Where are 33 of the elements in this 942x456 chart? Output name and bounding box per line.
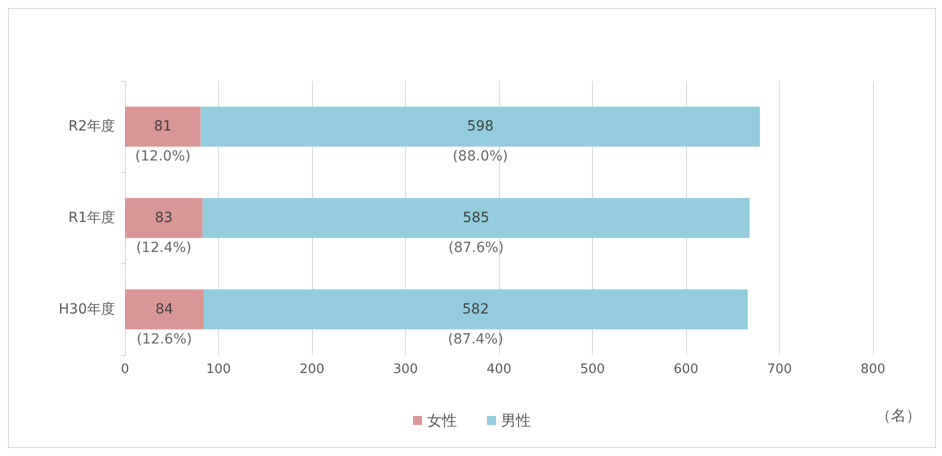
x-tick-label: 700 bbox=[767, 362, 792, 377]
legend-label: 女性 bbox=[427, 412, 457, 430]
data-label: 83 bbox=[154, 210, 173, 226]
annotation: (12.0%) bbox=[135, 148, 191, 165]
bar bbox=[125, 106, 201, 147]
y-tick-label: H30年度 bbox=[58, 301, 115, 318]
bar bbox=[125, 198, 203, 238]
bar bbox=[202, 198, 750, 238]
data-label: 582 bbox=[462, 301, 489, 318]
bar bbox=[200, 106, 760, 147]
x-tick-label: 400 bbox=[486, 362, 512, 377]
x-tick-label: 200 bbox=[300, 362, 324, 377]
legend-label: 男性 bbox=[501, 412, 531, 430]
annotation: (87.4%) bbox=[448, 331, 504, 348]
x-tick-label: 100 bbox=[206, 362, 231, 377]
y-tick-label: R2年度 bbox=[68, 118, 115, 135]
data-label: 598 bbox=[466, 118, 494, 135]
data-label: 84 bbox=[155, 301, 174, 318]
x-axis-title: （名） bbox=[876, 406, 921, 424]
y-tick-label: R1年度 bbox=[68, 210, 115, 226]
x-tick-label: 600 bbox=[674, 362, 698, 377]
annotation: (87.6%) bbox=[448, 240, 504, 256]
x-tick-label: 300 bbox=[393, 362, 418, 377]
annotation: (12.4%) bbox=[136, 240, 192, 256]
x-tick-label: 500 bbox=[580, 362, 605, 377]
x-tick-label: 800 bbox=[860, 362, 886, 377]
data-label: 81 bbox=[154, 118, 172, 135]
x-tick-label: 0 bbox=[120, 362, 130, 377]
bar bbox=[204, 289, 748, 330]
data-label: 585 bbox=[462, 210, 490, 226]
annotation: (88.0%) bbox=[452, 148, 508, 165]
annotation: (12.6%) bbox=[136, 331, 192, 348]
bar bbox=[125, 289, 204, 330]
